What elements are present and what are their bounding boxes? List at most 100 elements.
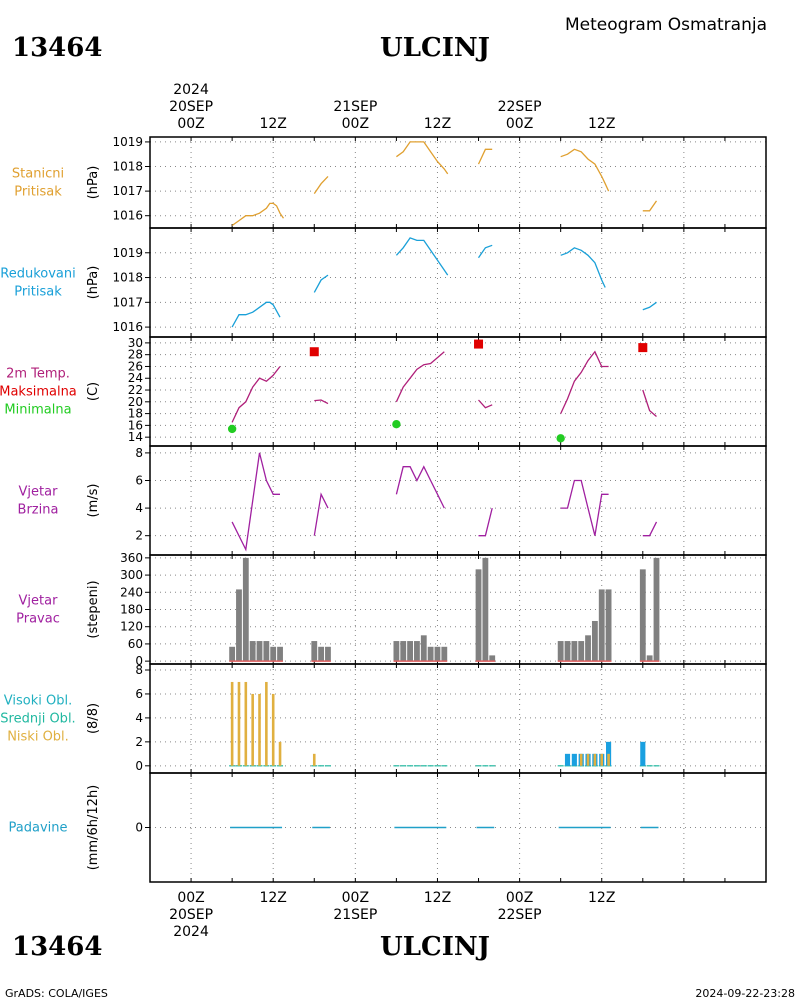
direction-bar bbox=[585, 635, 591, 662]
panel-label: Brzina bbox=[18, 503, 59, 518]
cloud-low-bar bbox=[230, 681, 234, 766]
series-line bbox=[642, 301, 657, 311]
series-line bbox=[231, 452, 280, 552]
bottom-hour-label: 12Z bbox=[588, 890, 615, 906]
credit-text: GrADS: COLA/IGES bbox=[5, 987, 108, 1000]
panel-frame bbox=[149, 554, 767, 665]
panel-label: Niski Obl. bbox=[7, 730, 69, 745]
direction-bar bbox=[270, 646, 277, 662]
top-hour-label: 12Z bbox=[588, 116, 615, 132]
series-line bbox=[642, 200, 658, 212]
station-id-bottom: 13464 bbox=[12, 932, 102, 962]
series-line bbox=[560, 148, 610, 192]
cloud-low-bar bbox=[312, 753, 316, 766]
panels: 1016101710181019(hPa)StanicniPritisak101… bbox=[0, 135, 767, 883]
panel-label: Pravac bbox=[16, 612, 60, 627]
direction-bar bbox=[277, 646, 283, 662]
panel-label: Redukovani bbox=[0, 267, 75, 282]
panel-label: Srednji Obl. bbox=[0, 712, 75, 727]
panel-label: Pritisak bbox=[14, 285, 62, 300]
y-tick-label: 1016 bbox=[112, 320, 143, 334]
bottom-hour-label: 00Z bbox=[342, 890, 369, 906]
cloud-low-bar bbox=[244, 681, 248, 766]
bottom-year-label: 2024 bbox=[173, 924, 209, 940]
top-hour-label: 12Z bbox=[259, 116, 286, 132]
direction-bar bbox=[646, 655, 653, 662]
direction-bar bbox=[482, 557, 489, 662]
direction-bar bbox=[605, 589, 612, 662]
series-line bbox=[478, 507, 493, 537]
cloud-high-bar bbox=[640, 741, 646, 766]
direction-bar bbox=[578, 641, 585, 662]
bottom-date-label: 20SEP bbox=[169, 907, 213, 923]
panel-5: 0 60 120 180 240 300 360 (stepeni) Vjetar Pravac bbox=[16, 551, 767, 668]
y-tick-label: 6 bbox=[135, 687, 143, 701]
cloud-low-bar bbox=[600, 753, 604, 766]
panel-label: Padavine bbox=[9, 821, 68, 836]
series-line bbox=[560, 247, 606, 288]
top-date-label: 21SEP bbox=[333, 99, 377, 115]
series-line bbox=[642, 521, 658, 537]
y-axis-label: (C) bbox=[86, 382, 101, 401]
direction-bar bbox=[489, 655, 496, 662]
y-tick-label: 26 bbox=[128, 359, 143, 373]
y-tick-label: 2 bbox=[135, 735, 143, 749]
panel-7: 0 (mm/6h/12h) Padavine bbox=[9, 772, 767, 883]
timestamp-text: 2024-09-22-23:28 bbox=[695, 987, 795, 1000]
direction-bar bbox=[441, 646, 448, 662]
series-line bbox=[395, 237, 449, 276]
y-tick-label: 1017 bbox=[112, 295, 143, 309]
direction-bar bbox=[318, 646, 325, 662]
cloud-low-bar bbox=[278, 741, 282, 766]
panel-frame bbox=[149, 663, 767, 774]
direction-bar bbox=[475, 569, 482, 662]
bottom-hour-label: 12Z bbox=[424, 890, 451, 906]
direction-bar bbox=[557, 641, 564, 662]
y-tick-label: 120 bbox=[120, 620, 143, 634]
tmax-marker bbox=[474, 339, 484, 349]
direction-bar bbox=[414, 641, 420, 662]
direction-bar bbox=[434, 646, 441, 662]
y-tick-label: 1018 bbox=[112, 271, 143, 285]
panel-frame bbox=[149, 136, 767, 229]
direction-bar bbox=[263, 641, 270, 662]
station-id-top: 13464 bbox=[12, 33, 102, 63]
cloud-low-bar bbox=[579, 753, 583, 766]
direction-bar bbox=[236, 589, 242, 662]
top-hour-label: 00Z bbox=[177, 116, 204, 132]
y-tick-label: 30 bbox=[128, 336, 143, 350]
cloud-high-bar bbox=[564, 753, 571, 766]
panel-label: Vjetar bbox=[19, 594, 59, 609]
series-line bbox=[231, 202, 285, 227]
top-hour-label: 00Z bbox=[506, 116, 533, 132]
top-hour-label: 12Z bbox=[424, 116, 451, 132]
tmax-marker bbox=[309, 347, 319, 357]
y-tick-label: 2 bbox=[135, 529, 143, 543]
panel-label: Visoki Obl. bbox=[4, 694, 72, 709]
direction-bar bbox=[325, 646, 331, 662]
direction-bar bbox=[249, 641, 256, 662]
tmin-marker bbox=[392, 420, 401, 429]
y-tick-label: 0 bbox=[135, 654, 143, 668]
product-title: Meteogram Osmatranja bbox=[565, 15, 767, 35]
top-date-label: 20SEP bbox=[169, 99, 213, 115]
series-line bbox=[313, 492, 329, 536]
y-axis-label: (m/s) bbox=[86, 484, 101, 518]
cloud-low-bar bbox=[593, 753, 597, 766]
panel-2: 1016 1017 1018 1019 (hPa) Redukovani Pritisak bbox=[0, 227, 767, 338]
direction-bar bbox=[229, 646, 236, 662]
y-tick-label: 1016 bbox=[112, 209, 143, 223]
direction-bar bbox=[571, 641, 578, 662]
series-line bbox=[231, 366, 281, 423]
station-name-top: ULCINJ bbox=[380, 33, 490, 63]
y-tick-label: 8 bbox=[135, 663, 143, 677]
y-tick-label: 24 bbox=[128, 371, 143, 385]
direction-bar bbox=[311, 641, 318, 662]
station-name-bottom: ULCINJ bbox=[380, 932, 490, 962]
series-line bbox=[395, 465, 445, 509]
cloud-low-bar bbox=[265, 681, 268, 766]
y-tick-label: 6 bbox=[135, 473, 143, 487]
cloud-low-bar bbox=[607, 753, 610, 766]
tmax-marker bbox=[638, 343, 648, 353]
